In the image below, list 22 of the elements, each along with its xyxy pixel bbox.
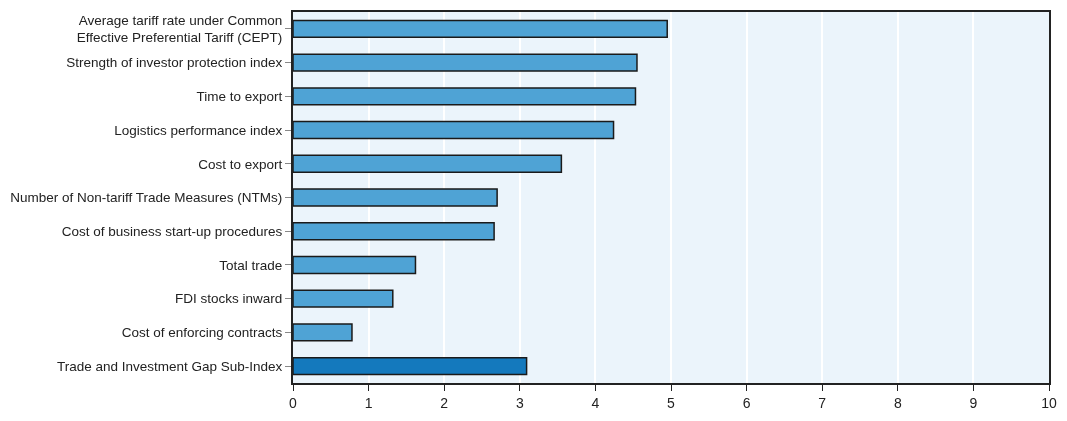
y-tick-label: Cost of business start-up procedures [61,223,283,239]
x-tick-label: 6 [742,394,751,411]
y-tick-label: Cost to export [198,156,283,172]
x-tick-label: 10 [1041,394,1057,411]
y-tick-label: Trade and Investment Gap Sub-Index [56,358,283,374]
y-tick-label: Cost of enforcing contracts [121,325,283,341]
y-tick-label: Average tariff rate under Common Effective Preferential Tariff (CEPT) [76,12,283,46]
y-tick-label: Strength of investor protection index [66,55,283,71]
x-tick-label: 3 [515,394,524,411]
x-tick-label: 4 [591,394,600,411]
x-tick-label: 9 [969,394,978,411]
y-tick-label: Number of Non-tariff Trade Measures (NTMs) [10,190,283,206]
y-tick-label: FDI stocks inward [175,291,283,307]
x-tick-label: 0 [289,394,298,411]
x-tick-label: 7 [818,394,827,411]
y-tick-label: Time to export [196,89,283,105]
x-tick-label: 1 [364,394,373,411]
x-tick-label: 5 [667,394,676,411]
y-tick-label: Total trade [219,257,283,273]
x-tick-label: 2 [440,394,449,411]
x-tick-label: 8 [893,394,902,411]
y-tick-label: Logistics performance index [114,122,283,138]
